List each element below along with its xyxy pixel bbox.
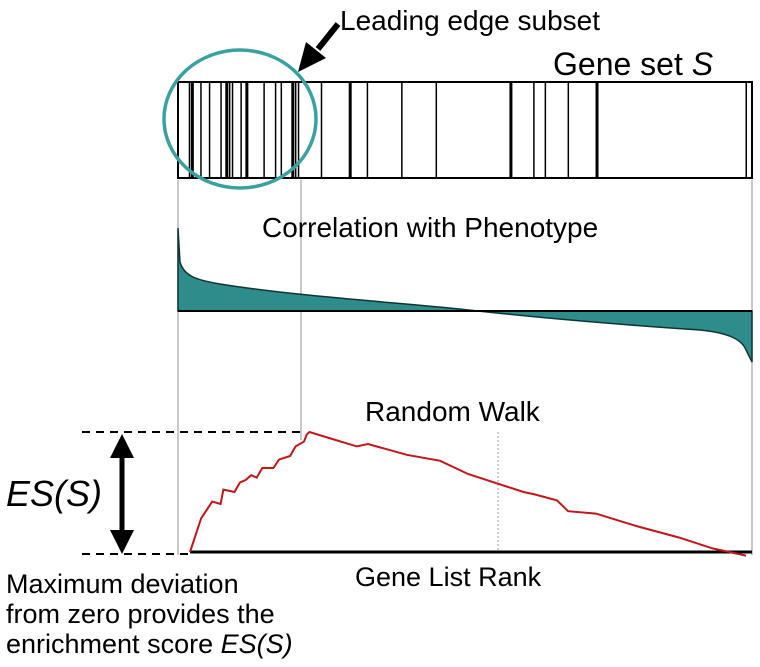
leading-edge-label: Leading edge subset — [340, 5, 600, 36]
random-walk-label: Random Walk — [365, 396, 541, 427]
leading-edge-arrow-icon — [298, 22, 341, 72]
caption-es-term: ES(S) — [220, 629, 293, 659]
correlation-area — [177, 227, 753, 363]
gene-set-bar — [177, 81, 753, 179]
gene-list-rank-label: Gene List Rank — [355, 562, 542, 592]
es-double-arrow-icon — [110, 434, 134, 554]
caption-line-3-text: enrichment score — [6, 629, 214, 659]
caption-line-2: from zero provides the — [6, 599, 275, 629]
correlation-label: Correlation with Phenotype — [262, 212, 598, 243]
es-label: ES(S) — [6, 473, 102, 514]
caption: Maximum deviation from zero provides the… — [6, 569, 426, 659]
leading-edge-circle — [162, 48, 318, 190]
gene-hit-marks — [188, 82, 748, 178]
gene-set-title: Gene set S — [553, 46, 713, 82]
caption-line-1: Maximum deviation — [6, 569, 239, 599]
random-walk-line — [189, 430, 747, 557]
caption-line-3: enrichment score ES(S) — [6, 629, 426, 659]
